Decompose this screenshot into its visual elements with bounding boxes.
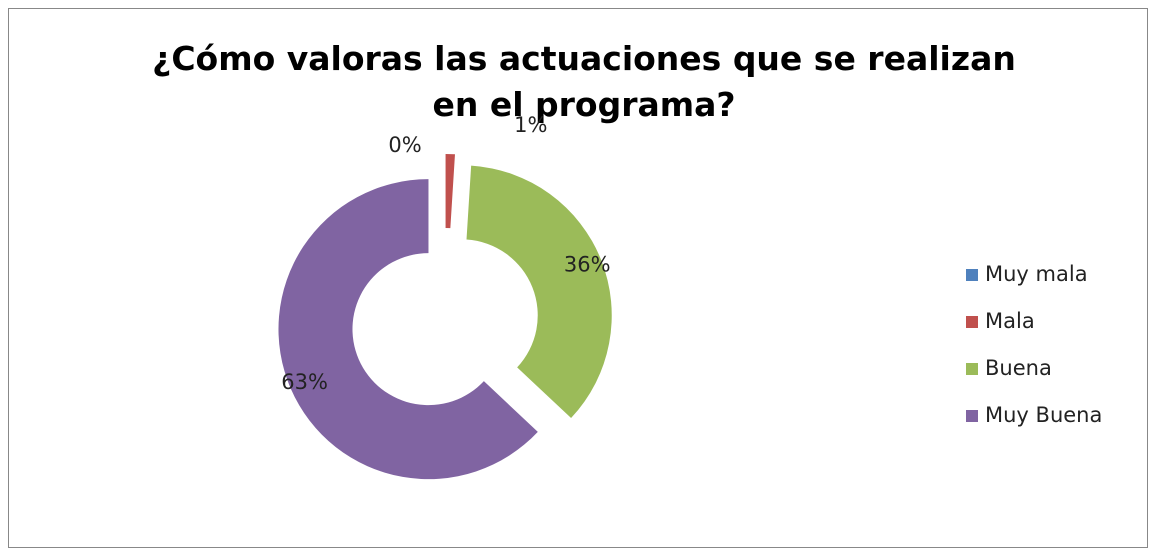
donut-slice [445,154,455,229]
data-label: 36% [564,253,611,277]
donut-slice [278,179,538,480]
legend-swatch [966,316,978,328]
legend-label: Mala [985,309,1035,333]
data-label: 1% [514,113,547,137]
legend-label: Buena [985,356,1052,380]
data-label: 0% [388,133,421,157]
chart-frame [8,8,1148,548]
legend-swatch [966,363,978,375]
legend-swatch [966,410,978,422]
donut-slice [466,165,612,419]
legend-label: Muy mala [985,262,1088,286]
legend-swatch [966,269,978,281]
data-label: 63% [281,370,328,394]
legend-label: Muy Buena [985,403,1102,427]
chart-title: ¿Cómo valoras las actuaciones que se rea… [152,39,1016,124]
